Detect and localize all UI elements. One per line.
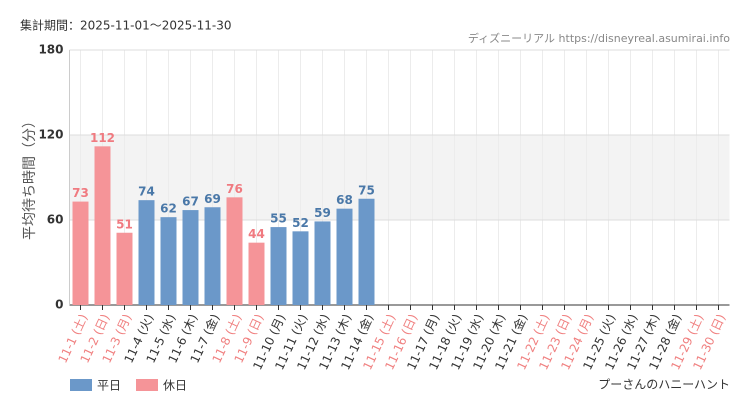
- bar: [358, 198, 375, 305]
- y-axis-label: 平均待ち時間（分）: [22, 114, 38, 240]
- value-label: 75: [358, 183, 375, 197]
- bar: [292, 231, 309, 305]
- legend-swatch: [136, 379, 158, 391]
- y-tick-label: 180: [38, 43, 63, 57]
- y-tick-label: 0: [55, 298, 63, 312]
- bar: [182, 210, 199, 305]
- value-label: 51: [116, 217, 133, 231]
- value-label: 73: [72, 186, 89, 200]
- y-tick-label: 120: [38, 128, 63, 142]
- y-tick-label: 60: [47, 213, 64, 227]
- bar: [226, 197, 243, 305]
- value-label: 76: [226, 182, 243, 196]
- bar: [336, 208, 353, 305]
- value-label: 68: [336, 193, 353, 207]
- value-label: 112: [90, 131, 115, 145]
- bar: [248, 242, 265, 305]
- legend-swatch: [70, 379, 92, 391]
- legend-label: 平日: [97, 379, 121, 393]
- bar: [160, 217, 177, 305]
- period-header: 集計期間：2025-11-01～2025-11-30: [20, 18, 231, 33]
- value-label: 62: [160, 202, 177, 216]
- value-label: 69: [204, 192, 221, 206]
- source: ディズニーリアル https://disneyreal.asumirai.inf…: [468, 31, 730, 45]
- bar: [138, 200, 155, 305]
- attraction-name: プーさんのハニーハント: [598, 378, 730, 392]
- value-label: 59: [314, 206, 331, 220]
- shaded-band: [69, 135, 730, 220]
- bar: [314, 221, 331, 305]
- bar: [204, 207, 221, 305]
- bar: [116, 232, 133, 305]
- bar: [270, 227, 287, 305]
- value-label: 74: [138, 185, 155, 199]
- value-label: 44: [248, 227, 265, 241]
- value-label: 55: [270, 212, 287, 226]
- legend-label: 休日: [163, 379, 187, 393]
- value-label: 67: [182, 195, 199, 209]
- value-label: 52: [292, 216, 309, 230]
- bar: [72, 201, 89, 305]
- bar: [94, 146, 111, 305]
